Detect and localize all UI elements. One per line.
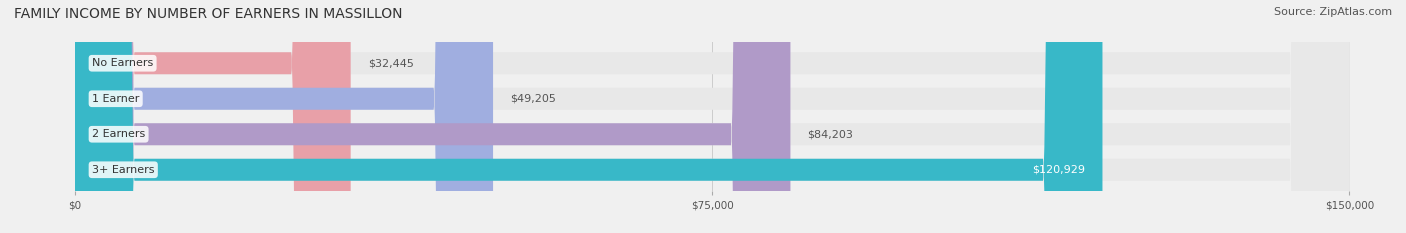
Text: 2 Earners: 2 Earners bbox=[91, 129, 145, 139]
FancyBboxPatch shape bbox=[75, 0, 1102, 233]
Text: 1 Earner: 1 Earner bbox=[91, 94, 139, 104]
Text: $32,445: $32,445 bbox=[367, 58, 413, 68]
Text: $49,205: $49,205 bbox=[510, 94, 555, 104]
Text: 3+ Earners: 3+ Earners bbox=[91, 165, 155, 175]
FancyBboxPatch shape bbox=[75, 0, 1350, 233]
Text: $84,203: $84,203 bbox=[807, 129, 853, 139]
FancyBboxPatch shape bbox=[75, 0, 494, 233]
Text: $120,929: $120,929 bbox=[1032, 165, 1085, 175]
FancyBboxPatch shape bbox=[75, 0, 1350, 233]
FancyBboxPatch shape bbox=[75, 0, 790, 233]
FancyBboxPatch shape bbox=[75, 0, 1350, 233]
FancyBboxPatch shape bbox=[75, 0, 350, 233]
Text: No Earners: No Earners bbox=[91, 58, 153, 68]
Text: Source: ZipAtlas.com: Source: ZipAtlas.com bbox=[1274, 7, 1392, 17]
FancyBboxPatch shape bbox=[75, 0, 1350, 233]
Text: FAMILY INCOME BY NUMBER OF EARNERS IN MASSILLON: FAMILY INCOME BY NUMBER OF EARNERS IN MA… bbox=[14, 7, 402, 21]
